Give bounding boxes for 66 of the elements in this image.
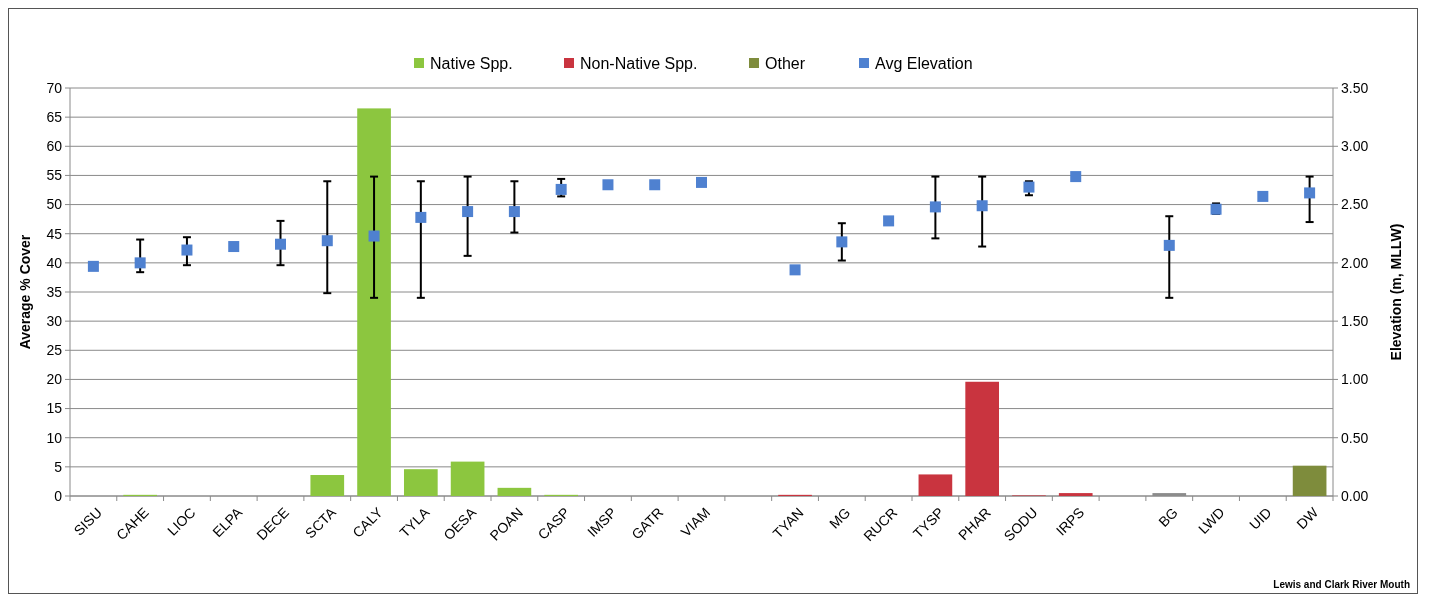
- text: Lewis and Clark River Mouth: [1273, 579, 1410, 590]
- point: [134, 257, 146, 269]
- point: [789, 264, 801, 276]
- point: [368, 230, 380, 242]
- legend-label: Native Spp.: [430, 54, 513, 72]
- point: [696, 176, 707, 188]
- point: [649, 179, 661, 191]
- y2-tick-label: 1.00: [1341, 371, 1369, 388]
- point: [883, 215, 895, 227]
- point: [929, 201, 941, 213]
- legend-label: Other: [765, 54, 806, 72]
- y-tick-label: 65: [46, 109, 63, 126]
- point: [275, 238, 286, 250]
- bar: [403, 469, 438, 496]
- y2-tick-label: 3.50: [1341, 79, 1369, 96]
- x-tick-label: UID: [1246, 504, 1275, 533]
- y-tick-label: 50: [46, 196, 63, 213]
- point: [462, 206, 474, 218]
- point: [836, 236, 848, 248]
- point: [602, 179, 614, 191]
- bar: [965, 381, 1000, 496]
- point: [1070, 171, 1082, 183]
- y2-axis-title: Elevation (m, MLLW): [1388, 223, 1404, 361]
- y-tick-label: 55: [46, 167, 63, 184]
- point: [228, 241, 240, 253]
- y-tick-label: 20: [46, 371, 63, 388]
- point: [508, 206, 520, 218]
- legend-label: Avg Elevation: [875, 54, 973, 72]
- y-tick-label: 40: [46, 254, 63, 271]
- y-tick-label: 70: [46, 79, 63, 96]
- bar: [1058, 493, 1093, 496]
- point: [1304, 187, 1316, 199]
- y-tick-label: 45: [46, 225, 63, 242]
- point: [87, 260, 99, 272]
- y2-tick-label: 2.50: [1341, 196, 1369, 213]
- point: [976, 200, 988, 212]
- y-tick-label: 5: [54, 458, 63, 475]
- y-tick-label: 15: [46, 400, 63, 417]
- x-tick-label: DW: [1293, 503, 1322, 533]
- bar: [357, 108, 391, 496]
- y-tick-label: 10: [46, 429, 63, 446]
- point: [1023, 181, 1035, 193]
- bar: [450, 461, 485, 496]
- y2-tick-label: 0.50: [1341, 429, 1369, 446]
- x-tick-label: MG: [826, 504, 854, 532]
- y-tick-label: 30: [46, 313, 63, 330]
- y2-tick-label: 1.50: [1341, 313, 1369, 330]
- point: [415, 211, 427, 223]
- x-tick-label: BG: [1155, 504, 1181, 530]
- point: [1257, 190, 1269, 202]
- y2-tick-label: 0.00: [1341, 487, 1369, 504]
- bar: [497, 487, 532, 496]
- y-tick-label: 0: [54, 487, 63, 504]
- y-tick-label: 35: [46, 283, 63, 300]
- legend-label: Non-Native Spp.: [580, 54, 698, 72]
- bar: [1292, 465, 1327, 496]
- bar: [310, 475, 345, 496]
- point: [181, 244, 193, 256]
- point: [321, 235, 333, 247]
- y-tick-label: 60: [46, 138, 63, 155]
- y2-tick-label: 3.00: [1341, 138, 1369, 155]
- point: [1163, 239, 1175, 251]
- bar: [918, 474, 953, 496]
- y2-tick-label: 2.00: [1341, 254, 1369, 271]
- y-tick-label: 25: [46, 342, 63, 359]
- y-axis-title: Average % Cover: [17, 234, 33, 350]
